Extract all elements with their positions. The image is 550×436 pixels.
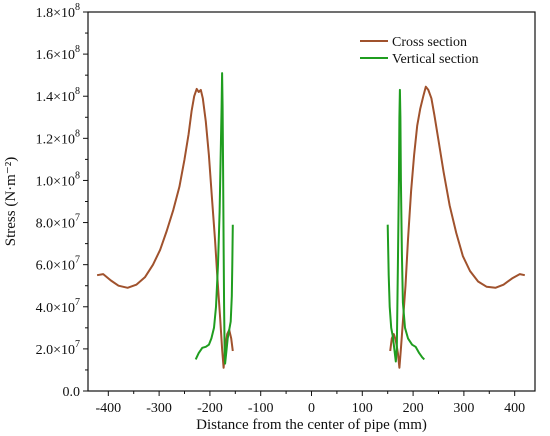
y-tick-label: 1.6×108 <box>36 44 80 63</box>
vertical-section-line <box>194 72 234 365</box>
y-tick-label: 1.2×108 <box>36 128 80 147</box>
x-tick-label: 300 <box>453 401 474 416</box>
x-tick-label: 400 <box>504 401 525 416</box>
legend: Cross section Vertical section <box>360 35 479 67</box>
y-tick-label: 1.4×108 <box>36 86 80 105</box>
y-axis-title: Stress (N·m⁻²) <box>3 157 19 247</box>
x-tick-label: -200 <box>197 401 223 416</box>
y-tick-label: 6.0×107 <box>36 255 80 274</box>
plot-border <box>87 11 536 392</box>
cross-section-line <box>96 87 234 369</box>
cross-section-line <box>389 85 526 369</box>
x-axis-title: Distance from the center of pipe (mm) <box>196 417 427 433</box>
y-tick-label: 1.0×108 <box>36 170 80 189</box>
vertical-section-line <box>386 88 426 363</box>
x-tick-label: 200 <box>403 401 424 416</box>
y-tick-label: 1.8×108 <box>36 2 80 21</box>
tick-labels: -400 -300 -200 -100 0 100 200 300 400 0.0 2.0×107 4… <box>36 2 526 416</box>
y-tick-label: 2.0×107 <box>36 339 80 358</box>
x-tick-label: -100 <box>248 401 274 416</box>
series-lines <box>96 72 526 369</box>
y-tick-label: 8.0×107 <box>36 213 80 232</box>
x-tick-label: -300 <box>146 401 172 416</box>
x-tick-label: 100 <box>352 401 373 416</box>
plot-frame <box>87 11 536 392</box>
legend-label-vertical-section: Vertical section <box>392 52 479 67</box>
axis-ticks <box>83 11 516 396</box>
y-tick-label: 4.0×107 <box>36 297 80 316</box>
x-tick-label: -400 <box>95 401 121 416</box>
y-tick-label: 0.0 <box>63 385 81 400</box>
legend-label-cross-section: Cross section <box>392 35 467 50</box>
x-tick-label: 0 <box>308 401 315 416</box>
